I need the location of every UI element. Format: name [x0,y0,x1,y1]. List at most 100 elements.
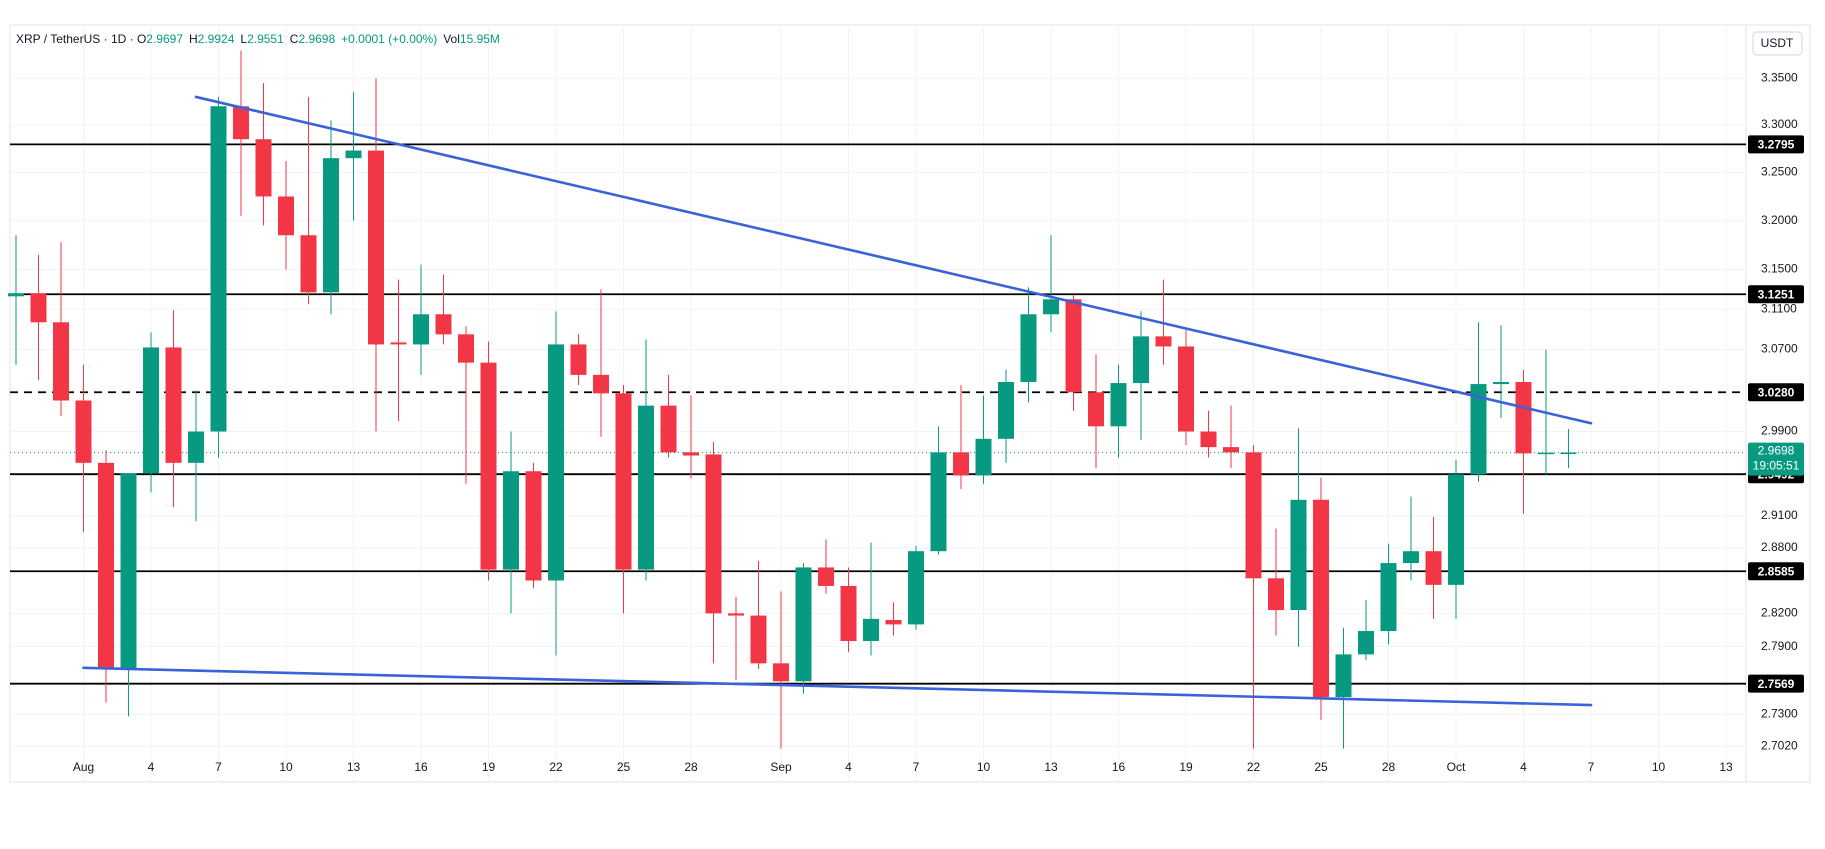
x-tick-label: 19 [482,760,496,774]
x-tick-label: Aug [73,760,94,774]
candle-body [1560,452,1577,455]
candle-body [1088,392,1104,427]
candle-body [188,431,204,463]
current-price-badge [1748,442,1804,476]
ohlc-key: L [240,32,248,46]
countdown: 19:05:51 [1753,459,1800,473]
y-tick-label: 2.9100 [1761,508,1798,522]
candle-body [53,322,69,401]
ohlc-value: 2.9697 [146,32,183,46]
candle-body [728,613,744,616]
candle-body [1290,499,1307,611]
level-badge [1748,285,1804,304]
symbol: XRP / TetherUS [16,32,111,46]
candle-body [345,150,362,159]
x-tick-label: 16 [1112,760,1126,774]
candle-body [1515,382,1532,454]
candle-body [998,382,1014,439]
candle-body [548,344,564,581]
candle-body [413,314,429,345]
x-tick-label: 28 [684,760,698,774]
chart-frame [9,24,1811,783]
candle-body [1425,551,1442,585]
ohlc-key: O [136,32,147,46]
x-tick-label: Sep [770,760,792,774]
x-tick-label: 4 [148,760,155,774]
currency-box[interactable] [1752,31,1803,56]
candle-body [1223,447,1239,453]
candle-body [1448,474,1464,585]
candle-body [818,567,834,586]
candle-body [458,334,474,363]
candle-body [975,438,992,476]
level-badge [1748,383,1804,402]
candle-body [233,106,249,140]
candle-body [1403,551,1419,564]
y-tick-label: 2.8800 [1761,540,1798,554]
x-tick-label: 28 [1382,760,1396,774]
trendline [194,95,1593,425]
candle-body [1155,336,1172,347]
candle-body [525,471,542,581]
x-tick-label: 10 [977,760,991,774]
y-tick-label: 3.0700 [1761,342,1798,356]
level-label: 3.2795 [1758,138,1795,152]
x-tick-label: Oct [1447,760,1466,774]
candle-body [705,454,722,614]
candle-body [1200,431,1217,448]
x-tick-label: 10 [1652,760,1666,774]
ohlc-value: 2.9551 [247,32,284,46]
candle-body [795,567,812,682]
x-tick-label: 7 [1588,760,1595,774]
volume-value: 15.95M [459,32,500,46]
ohlc-key: C [289,32,299,46]
candle-body [1020,314,1037,383]
ohlc-key: H [189,32,198,46]
candle-body [98,462,114,669]
candle-body [1313,499,1329,698]
candle-body [1065,299,1082,393]
candle-body [1110,383,1127,427]
candle-body [930,452,947,552]
candle-body [638,405,654,570]
change: +0.0001 (+0.00%) [341,32,438,46]
currency: USDT [1761,36,1794,50]
candle-body [1245,452,1262,579]
candle-body [210,106,227,432]
candle-body [1358,631,1374,655]
y-tick-label: 3.3500 [1761,70,1798,84]
candle-body [1178,346,1194,432]
candle-body [1335,654,1352,698]
level-badge [1748,674,1804,693]
candle-body [30,293,47,323]
y-tick-label: 2.7020 [1761,738,1798,752]
candle-body [953,452,969,476]
candle-body [480,362,497,570]
candle-body [368,150,384,345]
candle-body [1493,382,1509,385]
level-label: 3.1251 [1758,287,1795,301]
candle-body [323,158,339,293]
level-label: 2.8585 [1758,564,1795,578]
candle-body [278,196,294,236]
ohlc-value: 2.9698 [298,32,336,46]
y-tick-label: 3.1100 [1761,301,1797,315]
y-tick-label: 2.7300 [1761,706,1798,720]
candle-body [390,342,407,345]
x-tick-label: 25 [1314,760,1328,774]
volume-key: Vol [443,32,460,46]
y-tick-label: 3.3000 [1761,117,1798,131]
x-tick-label: 22 [549,760,563,774]
candle-body [300,235,317,293]
candle-body [750,615,767,664]
candle-body [1133,336,1149,384]
x-tick-label: 7 [913,760,920,774]
candle-body [503,471,519,570]
current-price-label: 2.9698 [1758,444,1795,458]
candle-body [1268,578,1284,611]
y-tick-label: 2.8200 [1761,606,1798,620]
candle-body [1470,384,1487,475]
x-tick-label: 13 [1719,760,1733,774]
